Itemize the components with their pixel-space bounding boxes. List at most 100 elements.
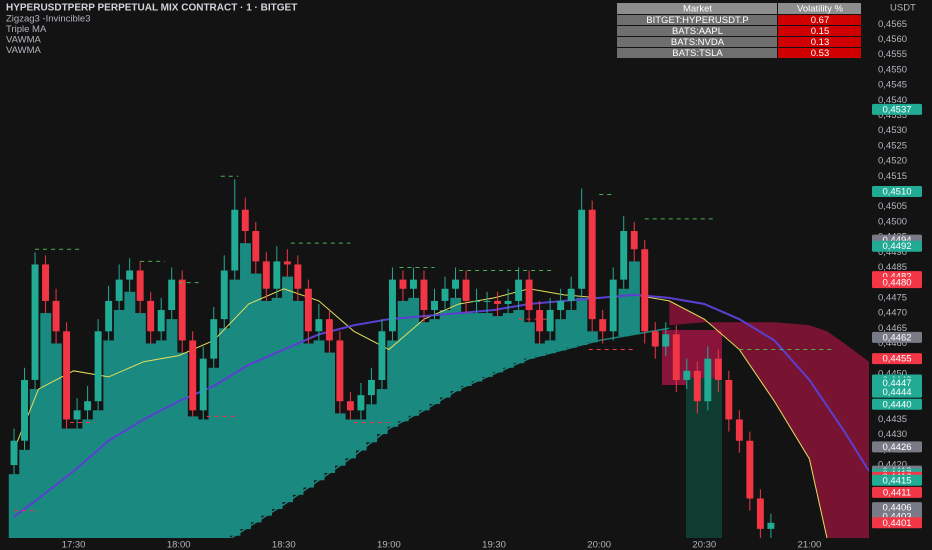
price-badge	[872, 486, 922, 498]
cloud-column	[523, 322, 535, 359]
price-badge-label: 0,4440	[882, 399, 911, 410]
indicator-label: Triple MA	[6, 24, 47, 35]
table-cell	[778, 37, 861, 47]
table-header: Market	[683, 4, 712, 15]
candle-body	[346, 401, 354, 411]
y-tick-label: 0,4530	[878, 125, 907, 136]
cloud-column	[176, 352, 188, 538]
table-header: Volatility %	[797, 4, 843, 15]
table-cell-text: BATS:NVDA	[671, 37, 725, 48]
price-badge	[872, 517, 922, 529]
candle-body	[378, 331, 386, 380]
cloud-column	[271, 297, 283, 510]
price-badge	[872, 502, 922, 514]
table-cell	[617, 15, 777, 25]
candle-body	[126, 270, 134, 280]
table-header-cell	[617, 3, 777, 14]
candle-body	[557, 300, 565, 311]
table-cell-text: 0.13	[811, 37, 830, 48]
candle-body	[410, 279, 417, 289]
cloud-column	[408, 297, 420, 416]
candle-body	[546, 310, 554, 332]
candle-body	[115, 279, 123, 301]
cloud-column	[492, 316, 504, 373]
candle-body	[367, 379, 375, 396]
cloud-column	[19, 449, 31, 538]
table-cell-text: BATS:AAPL	[672, 26, 723, 37]
table-cell	[617, 48, 777, 58]
projection-area	[669, 300, 869, 538]
candle-body	[767, 522, 775, 529]
cloud-column	[313, 340, 325, 481]
y-tick-label: 0,4420	[878, 460, 907, 471]
candle-body	[662, 334, 670, 347]
candle-body	[630, 231, 638, 250]
x-tick-label: 20:30	[692, 540, 716, 550]
price-badge-label: 0,4403	[882, 512, 911, 523]
price-badge	[872, 377, 922, 389]
y-tick-label: 0,4565	[878, 19, 907, 30]
candle-body	[241, 209, 249, 232]
cloud-column	[40, 313, 52, 538]
cloud-column	[450, 297, 462, 392]
candle-body	[84, 401, 92, 411]
y-tick-label: 0,4430	[878, 429, 907, 440]
plot-area	[8, 175, 869, 538]
x-tick-label: 18:30	[272, 540, 296, 550]
cloud-column	[82, 419, 94, 538]
candle-body	[536, 310, 544, 332]
candle-body	[210, 319, 218, 359]
candle-body	[599, 319, 607, 332]
candle-body	[178, 279, 186, 341]
cloud-column	[345, 419, 357, 459]
y-tick-label: 0,4505	[878, 201, 907, 212]
cloud-column	[628, 261, 640, 335]
candle-body	[735, 419, 743, 441]
price-badge	[872, 331, 922, 343]
cloud-column	[8, 474, 20, 538]
price-badge	[872, 185, 922, 197]
y-tick-label: 0,4450	[878, 368, 907, 379]
candle-body	[515, 279, 523, 301]
x-tick-label: 17:30	[62, 540, 86, 550]
cloud-column	[103, 340, 115, 538]
drawing-layer	[662, 330, 722, 538]
candle-body	[399, 279, 407, 289]
cloud-column	[292, 300, 304, 495]
table-cell-text: 0.67	[811, 15, 830, 26]
price-badge-label: 0,4494	[882, 235, 911, 246]
x-tick-label: 21:00	[798, 540, 822, 550]
y-tick-label: 0,4470	[878, 308, 907, 319]
cloud-column	[208, 367, 220, 538]
cloud-column	[618, 288, 630, 337]
y-tick-label: 0,4550	[878, 64, 907, 75]
indicator-label: VAWMA	[6, 35, 41, 46]
cloud-column	[471, 313, 483, 382]
cloud-column	[387, 340, 399, 427]
chart-title: HYPERUSDTPERP PERPETUAL MIX CONTRACT · 1…	[6, 3, 297, 14]
price-badge-label: 0,4537	[882, 104, 911, 115]
candle-body	[336, 340, 344, 402]
axis-unit: USDT	[890, 3, 916, 14]
x-tick-label: 19:30	[482, 540, 506, 550]
cloud-column	[418, 322, 430, 411]
price-badge-label: 0,4510	[882, 187, 911, 198]
candle-body	[641, 249, 649, 332]
candle-body	[651, 331, 659, 347]
table-cell	[778, 26, 861, 36]
price-badge-label: 0,4401	[882, 518, 911, 529]
cloud-column	[565, 310, 577, 348]
y-tick-label: 0,4485	[878, 262, 907, 273]
price-badge	[872, 353, 922, 365]
candle-body	[21, 379, 28, 441]
price-badge-label: 0,4480	[882, 278, 911, 289]
candle-body	[756, 498, 764, 529]
cloud-column	[586, 331, 598, 343]
candle-body	[420, 279, 428, 311]
price-badge-label: 0,4406	[882, 503, 911, 514]
cloud-lower-edge	[14, 327, 670, 538]
candle-body	[452, 279, 459, 289]
candle-body	[704, 358, 712, 402]
price-badge	[872, 386, 922, 398]
